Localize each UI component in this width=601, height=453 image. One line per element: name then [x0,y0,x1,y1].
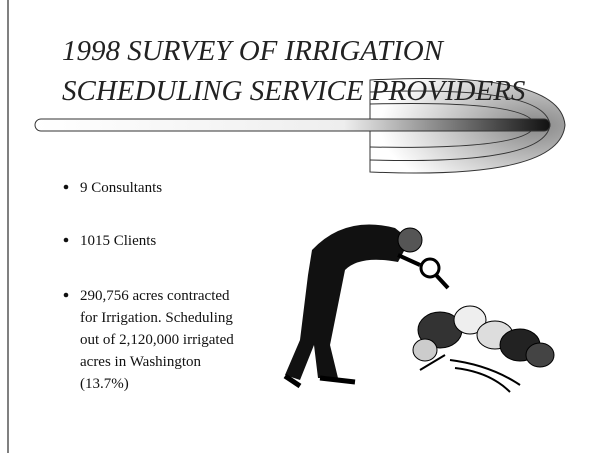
bullet-dot [63,237,69,243]
man-clipart [283,224,450,389]
bullet-text: acres in Washington [80,354,201,370]
vegetables-clipart [412,305,555,393]
bullet-text: 1015 Clients [80,233,156,249]
bullet-list: 9 Consultants 1015 Clients 290,756 acres c… [63,180,234,392]
bullet-text: out of 2,120,000 irrigated [80,332,234,348]
title-line: 1998 SURVEY OF IRRIGATION [62,35,445,67]
bullet-text: 9 Consultants [80,180,162,196]
bullet-text: 290,756 acres contracted [80,288,230,304]
bullet-text: for Irrigation. Scheduling [80,310,233,326]
bullet-text: (13.7%) [80,376,129,392]
title-line: SCHEDULING SERVICE PROVIDERS [62,75,526,107]
swoosh [34,78,566,174]
bullet-dot [63,292,69,298]
bullet-dot [63,184,69,190]
